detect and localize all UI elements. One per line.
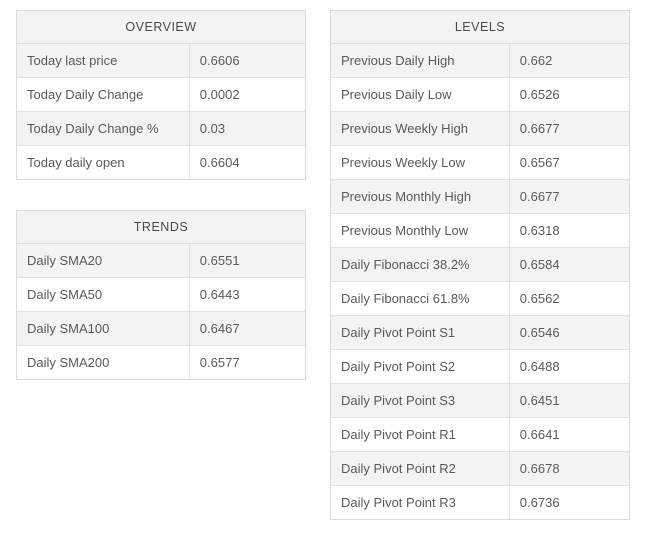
table-row: Daily SMA500.6443 — [17, 278, 305, 312]
row-label: Previous Monthly Low — [331, 214, 510, 247]
row-value: 0.6606 — [190, 44, 305, 77]
row-value: 0.6567 — [510, 146, 629, 179]
table-row: Today Daily Change0.0002 — [17, 78, 305, 112]
table-row: Daily Pivot Point S20.6488 — [331, 350, 629, 384]
row-label: Daily Fibonacci 61.8% — [331, 282, 510, 315]
row-value: 0.6318 — [510, 214, 629, 247]
trends-table: TRENDS Daily SMA200.6551Daily SMA500.644… — [16, 210, 306, 380]
table-row: Previous Weekly High0.6677 — [331, 112, 629, 146]
row-value: 0.6677 — [510, 180, 629, 213]
row-value: 0.03 — [190, 112, 305, 145]
row-value: 0.6451 — [510, 384, 629, 417]
row-label: Daily SMA100 — [17, 312, 190, 345]
overview-title: OVERVIEW — [17, 11, 305, 44]
table-row: Today daily open0.6604 — [17, 146, 305, 179]
levels-body: Previous Daily High0.662Previous Daily L… — [331, 44, 629, 519]
table-row: Previous Weekly Low0.6567 — [331, 146, 629, 180]
row-value: 0.6604 — [190, 146, 305, 179]
row-label: Daily Pivot Point R2 — [331, 452, 510, 485]
table-row: Daily SMA2000.6577 — [17, 346, 305, 379]
row-label: Daily Pivot Point S3 — [331, 384, 510, 417]
row-label: Previous Weekly High — [331, 112, 510, 145]
row-label: Daily Pivot Point R3 — [331, 486, 510, 519]
row-label: Daily SMA50 — [17, 278, 190, 311]
row-label: Previous Weekly Low — [331, 146, 510, 179]
row-label: Previous Daily High — [331, 44, 510, 77]
table-row: Daily SMA200.6551 — [17, 244, 305, 278]
row-value: 0.6584 — [510, 248, 629, 281]
row-label: Today daily open — [17, 146, 190, 179]
table-row: Daily Pivot Point S10.6546 — [331, 316, 629, 350]
table-row: Today last price0.6606 — [17, 44, 305, 78]
row-value: 0.6736 — [510, 486, 629, 519]
row-value: 0.6467 — [190, 312, 305, 345]
row-value: 0.6443 — [190, 278, 305, 311]
table-row: Today Daily Change %0.03 — [17, 112, 305, 146]
row-value: 0.6546 — [510, 316, 629, 349]
levels-table: LEVELS Previous Daily High0.662Previous … — [330, 10, 630, 520]
table-row: Daily Fibonacci 61.8%0.6562 — [331, 282, 629, 316]
table-row: Previous Daily High0.662 — [331, 44, 629, 78]
row-label: Daily Pivot Point S2 — [331, 350, 510, 383]
row-value: 0.6488 — [510, 350, 629, 383]
trends-body: Daily SMA200.6551Daily SMA500.6443Daily … — [17, 244, 305, 379]
row-label: Today Daily Change % — [17, 112, 190, 145]
row-value: 0.6577 — [190, 346, 305, 379]
overview-table: OVERVIEW Today last price0.6606Today Dai… — [16, 10, 306, 180]
table-row: Daily SMA1000.6467 — [17, 312, 305, 346]
row-label: Today Daily Change — [17, 78, 190, 111]
row-value: 0.6678 — [510, 452, 629, 485]
row-label: Previous Monthly High — [331, 180, 510, 213]
table-row: Daily Fibonacci 38.2%0.6584 — [331, 248, 629, 282]
row-value: 0.0002 — [190, 78, 305, 111]
table-row: Previous Monthly Low0.6318 — [331, 214, 629, 248]
row-label: Daily SMA200 — [17, 346, 190, 379]
levels-title: LEVELS — [331, 11, 629, 44]
table-row: Previous Monthly High0.6677 — [331, 180, 629, 214]
row-value: 0.6526 — [510, 78, 629, 111]
table-row: Daily Pivot Point R20.6678 — [331, 452, 629, 486]
row-label: Daily Pivot Point R1 — [331, 418, 510, 451]
row-label: Daily SMA20 — [17, 244, 190, 277]
overview-body: Today last price0.6606Today Daily Change… — [17, 44, 305, 179]
table-row: Daily Pivot Point R30.6736 — [331, 486, 629, 519]
table-row: Daily Pivot Point R10.6641 — [331, 418, 629, 452]
row-value: 0.6562 — [510, 282, 629, 315]
row-value: 0.6641 — [510, 418, 629, 451]
table-row: Daily Pivot Point S30.6451 — [331, 384, 629, 418]
row-value: 0.6677 — [510, 112, 629, 145]
trends-title: TRENDS — [17, 211, 305, 244]
row-label: Daily Pivot Point S1 — [331, 316, 510, 349]
table-row: Previous Daily Low0.6526 — [331, 78, 629, 112]
row-label: Previous Daily Low — [331, 78, 510, 111]
row-value: 0.6551 — [190, 244, 305, 277]
row-label: Daily Fibonacci 38.2% — [331, 248, 510, 281]
row-value: 0.662 — [510, 44, 629, 77]
row-label: Today last price — [17, 44, 190, 77]
